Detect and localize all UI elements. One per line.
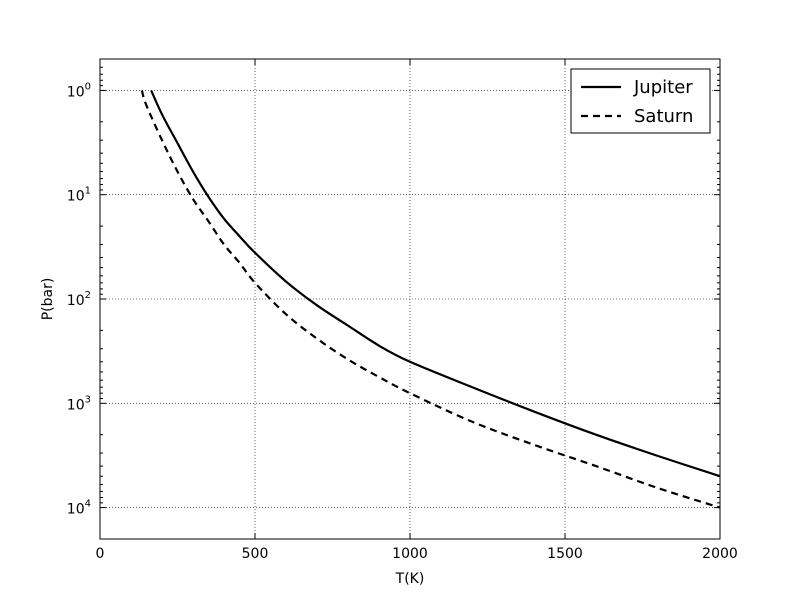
x-tick-label: 0 bbox=[96, 546, 105, 562]
y-tick-label: 100 bbox=[67, 81, 91, 100]
y-tick-label: 102 bbox=[67, 290, 91, 309]
x-tick-label: 1500 bbox=[547, 546, 583, 562]
y-tick-label: 104 bbox=[67, 499, 91, 518]
legend-label-jupiter: Jupiter bbox=[633, 77, 693, 98]
series-layer bbox=[140, 89, 721, 509]
y-tick-label: 101 bbox=[67, 186, 91, 205]
legend-box bbox=[570, 68, 711, 134]
legend-label-saturn: Saturn bbox=[634, 106, 693, 127]
x-tick-label: 2000 bbox=[702, 546, 738, 562]
y-tick-labels: 100 101 102 103 104 bbox=[67, 81, 91, 517]
legend: Jupiter Saturn bbox=[570, 68, 711, 134]
y-axis-label: P(bar) bbox=[40, 278, 56, 321]
x-tick-label: 500 bbox=[242, 546, 269, 562]
x-axis-label: T(K) bbox=[395, 571, 425, 587]
y-tick-label: 103 bbox=[67, 394, 91, 413]
axis-ticks bbox=[99, 58, 721, 540]
x-tick-label: 1000 bbox=[392, 546, 428, 562]
series-line-jupiter bbox=[150, 89, 721, 478]
series-line-saturn bbox=[140, 90, 721, 509]
x-tick-labels: 0 500 1000 1500 2000 bbox=[96, 546, 738, 562]
